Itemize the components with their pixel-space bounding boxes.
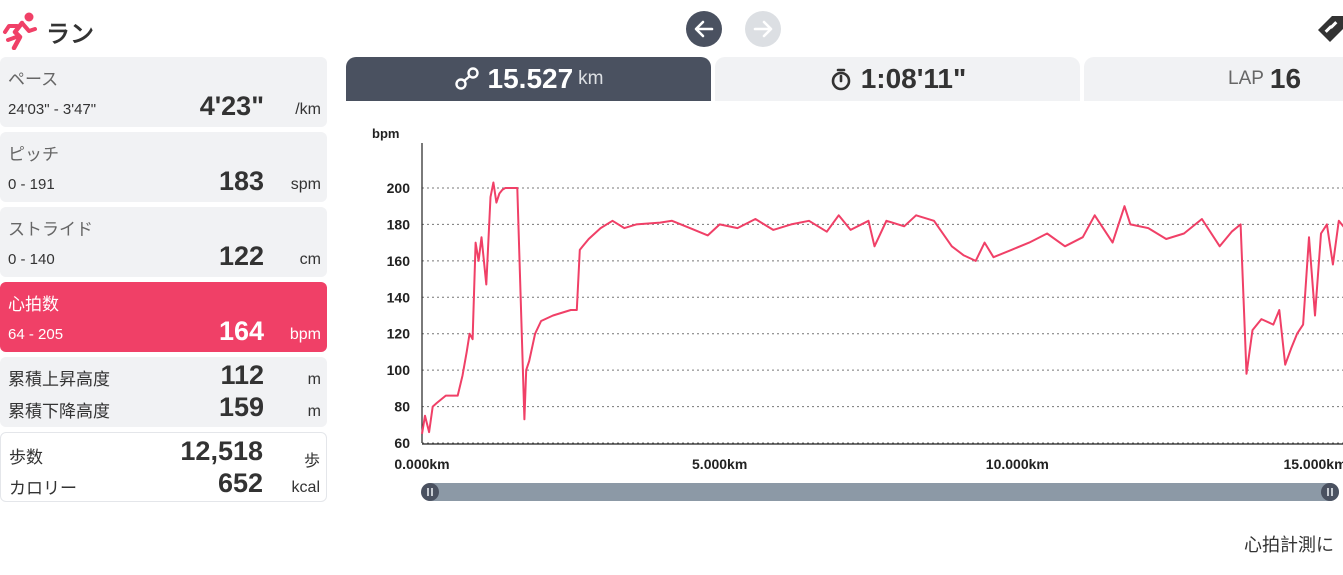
descent-unit: m bbox=[307, 403, 321, 420]
heart-rate-line bbox=[421, 181, 1343, 435]
pace-label: ペース bbox=[8, 70, 59, 89]
x-tick-label: 5.000km bbox=[692, 456, 747, 472]
y-tick-label: 120 bbox=[387, 326, 411, 342]
ascent-unit: m bbox=[307, 371, 321, 388]
y-tick-label: 160 bbox=[387, 253, 411, 269]
pitch-label: ピッチ bbox=[8, 145, 59, 164]
time-value: 1:08'11" bbox=[860, 63, 967, 94]
calories-unit: kcal bbox=[291, 479, 320, 496]
distance-unit: km bbox=[578, 68, 604, 89]
stride-range: 0 - 140 bbox=[8, 251, 55, 268]
steps-value: 12,518 bbox=[180, 436, 263, 466]
stride-value: 122 bbox=[218, 241, 264, 271]
pitch-range: 0 - 191 bbox=[8, 176, 55, 193]
heart-rate-chart: bpm 60 80 100 120 140 160 180 200 0.000km 5.000km 1… bbox=[372, 126, 1343, 472]
distance-value: 15.527 bbox=[487, 63, 574, 94]
stride-unit: cm bbox=[299, 251, 321, 268]
lap-value: 16 bbox=[1269, 63, 1302, 94]
tab-time[interactable]: 1:08'11" bbox=[715, 57, 1080, 101]
heart-rate-unit: bpm bbox=[289, 326, 321, 343]
elevation-panel[interactable]: 累積上昇高度 112 m 累積下降高度 159 m bbox=[0, 357, 327, 427]
ascent-value: 112 bbox=[220, 360, 264, 390]
calories-value: 652 bbox=[217, 468, 263, 498]
steps-unit: 歩 bbox=[303, 453, 320, 470]
calories-label: カロリー bbox=[9, 479, 77, 498]
route-icon bbox=[454, 67, 479, 90]
heart-rate-range: 64 - 205 bbox=[8, 326, 64, 343]
footer-note: 心拍計測に bbox=[1244, 535, 1334, 555]
arrow-left-icon bbox=[694, 20, 714, 38]
pace-range: 24'03" - 3'47" bbox=[8, 101, 97, 118]
y-tick-label: 200 bbox=[387, 180, 411, 196]
arrow-right-icon bbox=[753, 20, 773, 38]
pace-value: 4'23" bbox=[199, 91, 264, 121]
tag-icon[interactable] bbox=[1314, 12, 1343, 44]
y-tick-label: 140 bbox=[387, 289, 411, 305]
tab-lap[interactable]: LAP 16 bbox=[1084, 57, 1343, 101]
y-tick-label: 80 bbox=[394, 399, 410, 415]
steps-label: 歩数 bbox=[9, 448, 43, 467]
ascent-label: 累積上昇高度 bbox=[8, 370, 110, 389]
prev-button[interactable] bbox=[686, 11, 722, 47]
x-tick-label: 10.000km bbox=[986, 456, 1049, 472]
slider-handle-end[interactable] bbox=[1321, 483, 1339, 501]
pitch-unit: spm bbox=[290, 176, 321, 193]
slider-handle-start[interactable] bbox=[421, 483, 439, 501]
tab-distance[interactable]: 15.527 km bbox=[346, 57, 711, 101]
x-tick-label: 0.000km bbox=[394, 456, 449, 472]
heart-rate-value: 164 bbox=[218, 316, 264, 346]
descent-value: 159 bbox=[218, 392, 264, 422]
pitch-panel[interactable]: ピッチ 0 - 191 183 spm bbox=[0, 132, 327, 202]
runner-icon bbox=[3, 12, 37, 50]
pitch-value: 183 bbox=[218, 166, 264, 196]
x-tick-label: 15.000km bbox=[1283, 456, 1343, 472]
y-tick-label: 100 bbox=[387, 362, 411, 378]
descent-label: 累積下降高度 bbox=[8, 402, 110, 421]
pace-unit: /km bbox=[295, 101, 321, 118]
pace-panel[interactable]: ペース 24'03" - 3'47" 4'23" /km bbox=[0, 57, 327, 127]
lap-label: LAP bbox=[1228, 68, 1264, 89]
y-tick-label: 60 bbox=[394, 435, 410, 451]
heart-rate-label: 心拍数 bbox=[8, 295, 59, 314]
stopwatch-icon bbox=[831, 68, 851, 91]
next-button[interactable] bbox=[745, 11, 781, 47]
stride-panel[interactable]: ストライド 0 - 140 122 cm bbox=[0, 207, 327, 277]
range-slider[interactable] bbox=[424, 483, 1339, 501]
heart-rate-panel[interactable]: 心拍数 64 - 205 164 bpm bbox=[0, 282, 327, 352]
steps-panel: 歩数 12,518 歩 カロリー 652 kcal bbox=[0, 432, 327, 502]
y-axis-label: bpm bbox=[372, 126, 399, 141]
stride-label: ストライド bbox=[8, 220, 93, 239]
y-tick-label: 180 bbox=[387, 216, 411, 232]
app-title: ラン bbox=[46, 21, 94, 48]
